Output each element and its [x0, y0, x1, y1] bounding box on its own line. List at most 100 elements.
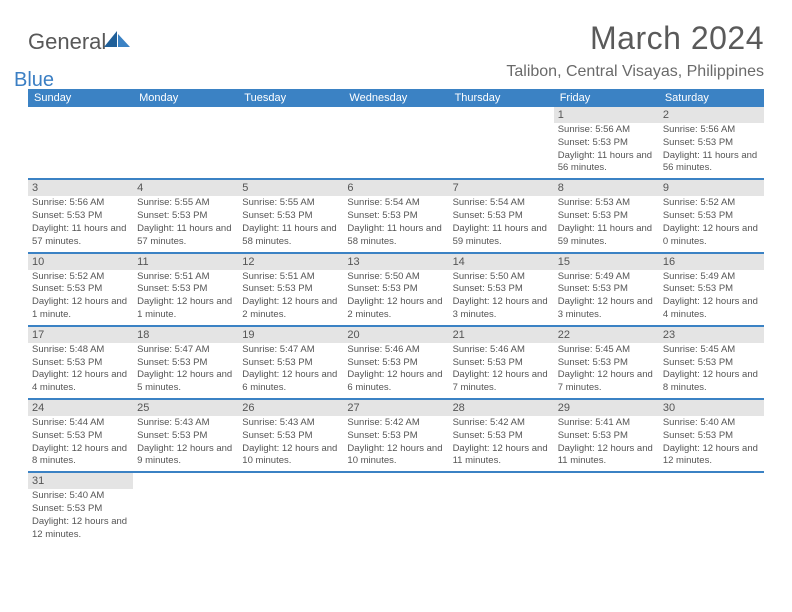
daylight-text: Daylight: 12 hours and 10 minutes.	[242, 443, 339, 469]
sunset-text: Sunset: 5:53 PM	[663, 430, 760, 443]
calendar-day: 21Sunrise: 5:46 AMSunset: 5:53 PMDayligh…	[449, 327, 554, 398]
calendar-day-empty	[343, 473, 448, 544]
day-number: 14	[449, 254, 554, 270]
calendar-day: 22Sunrise: 5:45 AMSunset: 5:53 PMDayligh…	[554, 327, 659, 398]
daylight-text: Daylight: 12 hours and 11 minutes.	[453, 443, 550, 469]
sunrise-text: Sunrise: 5:49 AM	[558, 271, 655, 284]
day-content: Sunrise: 5:56 AMSunset: 5:53 PMDaylight:…	[554, 123, 659, 178]
daylight-text: Daylight: 11 hours and 57 minutes.	[32, 223, 129, 249]
day-content: Sunrise: 5:49 AMSunset: 5:53 PMDaylight:…	[659, 270, 764, 325]
day-content: Sunrise: 5:50 AMSunset: 5:53 PMDaylight:…	[343, 270, 448, 325]
daylight-text: Daylight: 12 hours and 0 minutes.	[663, 223, 760, 249]
sunrise-text: Sunrise: 5:55 AM	[137, 197, 234, 210]
calendar-week-row: 31Sunrise: 5:40 AMSunset: 5:53 PMDayligh…	[28, 473, 764, 544]
day-number: 24	[28, 400, 133, 416]
day-number: 10	[28, 254, 133, 270]
logo-word-b: Blue	[14, 69, 54, 91]
daylight-text: Daylight: 12 hours and 11 minutes.	[558, 443, 655, 469]
sunrise-text: Sunrise: 5:43 AM	[242, 417, 339, 430]
day-content: Sunrise: 5:43 AMSunset: 5:53 PMDaylight:…	[133, 416, 238, 471]
sunrise-text: Sunrise: 5:47 AM	[242, 344, 339, 357]
calendar-day-empty	[133, 473, 238, 544]
daylight-text: Daylight: 12 hours and 7 minutes.	[453, 369, 550, 395]
daylight-text: Daylight: 11 hours and 58 minutes.	[347, 223, 444, 249]
sunset-text: Sunset: 5:53 PM	[32, 283, 129, 296]
calendar-day-empty	[238, 107, 343, 178]
calendar-day: 19Sunrise: 5:47 AMSunset: 5:53 PMDayligh…	[238, 327, 343, 398]
calendar-day: 24Sunrise: 5:44 AMSunset: 5:53 PMDayligh…	[28, 400, 133, 471]
sunset-text: Sunset: 5:53 PM	[137, 210, 234, 223]
day-content: Sunrise: 5:45 AMSunset: 5:53 PMDaylight:…	[659, 343, 764, 398]
sunrise-text: Sunrise: 5:45 AM	[558, 344, 655, 357]
sunset-text: Sunset: 5:53 PM	[558, 430, 655, 443]
calendar-day: 12Sunrise: 5:51 AMSunset: 5:53 PMDayligh…	[238, 254, 343, 325]
calendar-day-empty	[449, 107, 554, 178]
sunset-text: Sunset: 5:53 PM	[347, 357, 444, 370]
day-content: Sunrise: 5:47 AMSunset: 5:53 PMDaylight:…	[133, 343, 238, 398]
calendar-day: 2Sunrise: 5:56 AMSunset: 5:53 PMDaylight…	[659, 107, 764, 178]
sunset-text: Sunset: 5:53 PM	[242, 210, 339, 223]
logo: General Blue	[28, 29, 130, 81]
daylight-text: Daylight: 12 hours and 10 minutes.	[347, 443, 444, 469]
sunrise-text: Sunrise: 5:49 AM	[663, 271, 760, 284]
sunset-text: Sunset: 5:53 PM	[242, 357, 339, 370]
calendar-day-empty	[133, 107, 238, 178]
sunset-text: Sunset: 5:53 PM	[453, 357, 550, 370]
day-content: Sunrise: 5:53 AMSunset: 5:53 PMDaylight:…	[554, 196, 659, 251]
sunrise-text: Sunrise: 5:48 AM	[32, 344, 129, 357]
day-content: Sunrise: 5:56 AMSunset: 5:53 PMDaylight:…	[28, 196, 133, 251]
sunset-text: Sunset: 5:53 PM	[663, 137, 760, 150]
day-number: 23	[659, 327, 764, 343]
day-number: 29	[554, 400, 659, 416]
day-content: Sunrise: 5:47 AMSunset: 5:53 PMDaylight:…	[238, 343, 343, 398]
daylight-text: Daylight: 12 hours and 5 minutes.	[137, 369, 234, 395]
calendar-day: 30Sunrise: 5:40 AMSunset: 5:53 PMDayligh…	[659, 400, 764, 471]
day-number: 18	[133, 327, 238, 343]
sunset-text: Sunset: 5:53 PM	[558, 137, 655, 150]
day-number: 13	[343, 254, 448, 270]
sunrise-text: Sunrise: 5:40 AM	[32, 490, 129, 503]
calendar-day: 1Sunrise: 5:56 AMSunset: 5:53 PMDaylight…	[554, 107, 659, 178]
sunset-text: Sunset: 5:53 PM	[242, 430, 339, 443]
sunset-text: Sunset: 5:53 PM	[663, 210, 760, 223]
sunset-text: Sunset: 5:53 PM	[137, 430, 234, 443]
sunrise-text: Sunrise: 5:54 AM	[347, 197, 444, 210]
sunrise-text: Sunrise: 5:51 AM	[137, 271, 234, 284]
calendar-day: 7Sunrise: 5:54 AMSunset: 5:53 PMDaylight…	[449, 180, 554, 251]
sunrise-text: Sunrise: 5:43 AM	[137, 417, 234, 430]
sunset-text: Sunset: 5:53 PM	[453, 430, 550, 443]
day-number: 22	[554, 327, 659, 343]
daylight-text: Daylight: 11 hours and 59 minutes.	[558, 223, 655, 249]
weekday-header-row: SundayMondayTuesdayWednesdayThursdayFrid…	[28, 89, 764, 107]
daylight-text: Daylight: 12 hours and 7 minutes.	[558, 369, 655, 395]
weekday-header: Wednesday	[343, 89, 448, 107]
daylight-text: Daylight: 12 hours and 2 minutes.	[242, 296, 339, 322]
calendar-day: 26Sunrise: 5:43 AMSunset: 5:53 PMDayligh…	[238, 400, 343, 471]
daylight-text: Daylight: 12 hours and 1 minute.	[137, 296, 234, 322]
calendar-day: 9Sunrise: 5:52 AMSunset: 5:53 PMDaylight…	[659, 180, 764, 251]
calendar-week-row: 17Sunrise: 5:48 AMSunset: 5:53 PMDayligh…	[28, 327, 764, 400]
sunset-text: Sunset: 5:53 PM	[558, 283, 655, 296]
calendar-body: 1Sunrise: 5:56 AMSunset: 5:53 PMDaylight…	[28, 107, 764, 545]
day-content: Sunrise: 5:54 AMSunset: 5:53 PMDaylight:…	[449, 196, 554, 251]
daylight-text: Daylight: 12 hours and 3 minutes.	[453, 296, 550, 322]
sunrise-text: Sunrise: 5:50 AM	[347, 271, 444, 284]
day-content: Sunrise: 5:49 AMSunset: 5:53 PMDaylight:…	[554, 270, 659, 325]
sunrise-text: Sunrise: 5:50 AM	[453, 271, 550, 284]
sunrise-text: Sunrise: 5:51 AM	[242, 271, 339, 284]
weekday-header: Monday	[133, 89, 238, 107]
calendar-day: 25Sunrise: 5:43 AMSunset: 5:53 PMDayligh…	[133, 400, 238, 471]
calendar-day-empty	[659, 473, 764, 544]
day-content: Sunrise: 5:46 AMSunset: 5:53 PMDaylight:…	[343, 343, 448, 398]
day-number: 11	[133, 254, 238, 270]
sunset-text: Sunset: 5:53 PM	[137, 283, 234, 296]
calendar-week-row: 1Sunrise: 5:56 AMSunset: 5:53 PMDaylight…	[28, 107, 764, 180]
day-number: 5	[238, 180, 343, 196]
calendar-day: 15Sunrise: 5:49 AMSunset: 5:53 PMDayligh…	[554, 254, 659, 325]
day-content: Sunrise: 5:48 AMSunset: 5:53 PMDaylight:…	[28, 343, 133, 398]
daylight-text: Daylight: 12 hours and 1 minute.	[32, 296, 129, 322]
calendar-day-empty	[238, 473, 343, 544]
daylight-text: Daylight: 12 hours and 12 minutes.	[663, 443, 760, 469]
daylight-text: Daylight: 12 hours and 8 minutes.	[663, 369, 760, 395]
day-number: 19	[238, 327, 343, 343]
